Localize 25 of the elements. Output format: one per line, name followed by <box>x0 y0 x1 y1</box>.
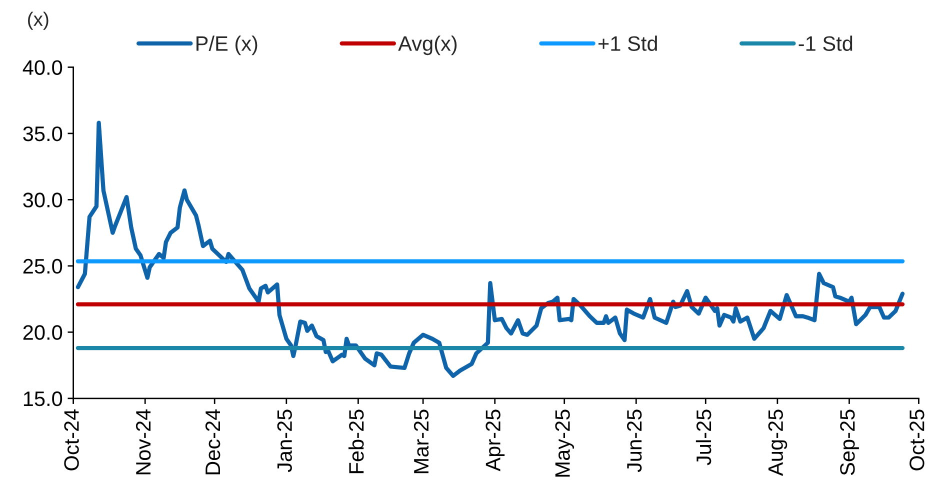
legend-label: Avg(x) <box>398 36 457 56</box>
x-tick-label: Feb-25 <box>348 410 364 474</box>
y-axis-title: (x) <box>28 12 48 30</box>
y-tick-label: 20.0 <box>23 325 62 340</box>
x-tick-label: Aug-25 <box>768 410 788 476</box>
x-tick-label: Jun-25 <box>626 410 642 472</box>
x-tick-label: Oct-24 <box>64 409 79 470</box>
y-tick-label: 15.0 <box>24 391 62 406</box>
x-tick-label: Sep-25 <box>840 410 859 476</box>
legend-label: -1 Std <box>798 36 852 51</box>
x-tick-label: Jan-25 <box>277 410 292 472</box>
y-tick-label: 30.0 <box>23 192 62 208</box>
x-tick-label: May-25 <box>555 410 574 477</box>
x-tick-label: Nov-24 <box>136 409 151 474</box>
x-tick-label: Oct-25 <box>910 410 924 470</box>
line-series <box>76 120 905 378</box>
x-tick-label: Dec-24 <box>205 409 220 474</box>
y-tick-label: 35.0 <box>23 126 62 142</box>
x-tick-label: Mar-25 <box>414 410 429 474</box>
legend-label: P/E (x) <box>196 36 258 56</box>
legend-label: +1 Std <box>598 36 657 51</box>
y-tick-label: 25.0 <box>23 258 62 274</box>
y-tick-label: 40.0 <box>22 60 62 75</box>
x-tick-label: Apr-25 <box>486 410 505 472</box>
x-tick-label: Jul-25 <box>696 410 712 466</box>
